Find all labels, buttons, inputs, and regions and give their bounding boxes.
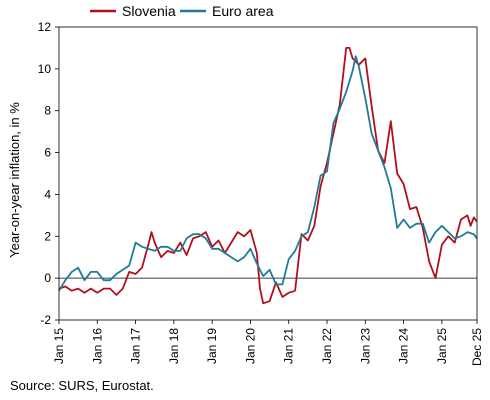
- y-tick-label: 10: [38, 62, 52, 76]
- legend-label: Euro area: [212, 3, 274, 19]
- y-tick-label: 0: [44, 271, 51, 285]
- x-tick-label: Jan 15: [52, 328, 66, 364]
- x-tick-label: Jan 23: [358, 328, 372, 364]
- y-axis-ticks: -2 0 2 4 6 8 10 12: [38, 20, 59, 327]
- x-axis-ticks: Jan 15 Jan 16 Jan 17 Jan 18 Jan 19 Jan 20 Jan …: [52, 320, 484, 366]
- y-tick-label: 8: [44, 104, 51, 118]
- legend-label: Slovenia: [122, 3, 176, 19]
- series-line-slovenia: [58, 47, 478, 305]
- x-tick-label: Jan 20: [243, 328, 257, 364]
- x-tick-label: Jan 16: [90, 328, 104, 364]
- x-tick-label: Dec 25: [470, 328, 484, 366]
- plot-frame: [58, 26, 478, 321]
- x-tick-label: Jan 18: [167, 328, 181, 364]
- x-tick-label: Jan 22: [320, 328, 334, 364]
- x-tick-label: Jan 19: [205, 328, 219, 364]
- x-tick-label: Jan 21: [282, 328, 296, 364]
- y-tick-label: 12: [38, 20, 52, 34]
- y-axis-title: Year-on-year inflation, in %: [7, 102, 22, 258]
- y-tick-label: 2: [44, 229, 51, 243]
- y-tick-label: 6: [44, 146, 51, 160]
- x-tick-label: Jan 17: [129, 328, 143, 364]
- source-note: Source: SURS, Eurostat.: [10, 378, 154, 393]
- x-tick-label: Jan 24: [397, 328, 411, 364]
- x-tick-label: Jan 25: [435, 328, 449, 364]
- legend: Slovenia Euro area: [90, 3, 274, 19]
- series-lines: [58, 47, 478, 305]
- y-tick-label: 4: [44, 187, 51, 201]
- y-tick-label: -2: [40, 313, 51, 327]
- series-line-euro-area: [58, 55, 478, 292]
